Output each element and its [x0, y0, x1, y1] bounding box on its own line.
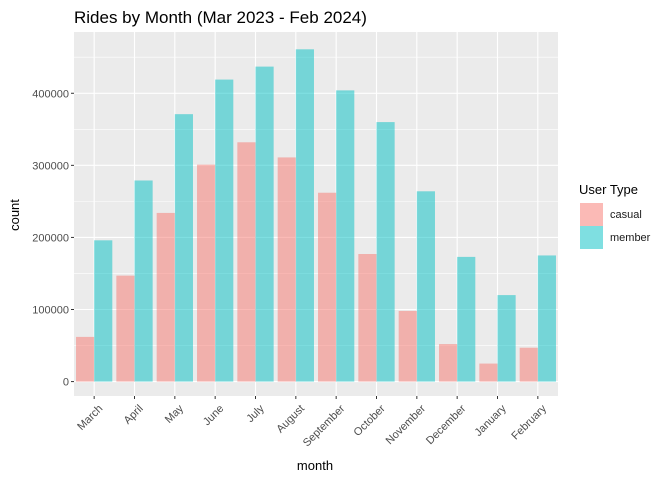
panel-background — [74, 32, 558, 396]
legend-label-casual: casual — [610, 209, 642, 221]
bar-casual-may — [156, 212, 175, 382]
chart-title: Rides by Month (Mar 2023 - Feb 2024) — [74, 8, 367, 27]
y-tick-label: 100000 — [32, 305, 69, 317]
bar-casual-june — [197, 164, 216, 382]
bar-casual-february — [519, 347, 538, 382]
y-tick-label: 200000 — [32, 232, 69, 244]
x-tick-label: April — [122, 403, 146, 427]
bar-member-june — [215, 79, 234, 382]
bar-casual-august — [277, 157, 296, 382]
x-tick-label: December — [424, 402, 469, 447]
bar-member-december — [457, 256, 476, 382]
y-axis-title: count — [7, 199, 22, 231]
bar-casual-march — [76, 336, 95, 382]
x-axis-title: month — [297, 458, 333, 473]
bar-member-april — [134, 180, 153, 382]
legend-key-casual — [580, 203, 603, 226]
bar-casual-september — [318, 192, 337, 382]
bar-casual-december — [439, 344, 458, 382]
x-tick-label: May — [163, 402, 187, 426]
bar-casual-november — [398, 310, 417, 382]
bar-member-february — [537, 255, 556, 382]
bar-member-november — [416, 191, 435, 382]
bar-casual-january — [479, 363, 498, 382]
y-axis-ticks: 0 100000 200000 300000 400000 — [32, 88, 74, 389]
bar-member-august — [295, 49, 314, 382]
x-tick-label: October — [352, 402, 388, 438]
bar-member-march — [94, 240, 113, 382]
x-tick-label: August — [274, 403, 307, 436]
x-tick-label: September — [301, 402, 348, 449]
bar-member-october — [376, 122, 395, 382]
x-tick-label: June — [201, 403, 226, 428]
x-tick-label: February — [509, 402, 549, 442]
legend-title: User Type — [579, 182, 638, 197]
x-tick-label: November — [384, 402, 429, 447]
legend: User Type casual member — [579, 182, 651, 249]
bar-casual-july — [237, 142, 256, 382]
bar-member-january — [497, 295, 516, 382]
bar-member-september — [336, 90, 355, 382]
legend-key-member — [580, 226, 603, 249]
y-tick-label: 0 — [63, 377, 69, 389]
bar-casual-october — [358, 254, 377, 382]
y-tick-label: 300000 — [32, 160, 69, 172]
legend-label-member: member — [610, 232, 651, 244]
x-tick-label: January — [473, 402, 510, 439]
plot-panel — [74, 32, 558, 396]
x-tick-label: March — [75, 403, 105, 433]
bar-member-may — [174, 114, 193, 382]
bar-casual-april — [116, 275, 135, 382]
y-tick-label: 400000 — [32, 88, 69, 100]
bar-member-july — [255, 66, 274, 382]
x-tick-label: July — [244, 402, 267, 425]
